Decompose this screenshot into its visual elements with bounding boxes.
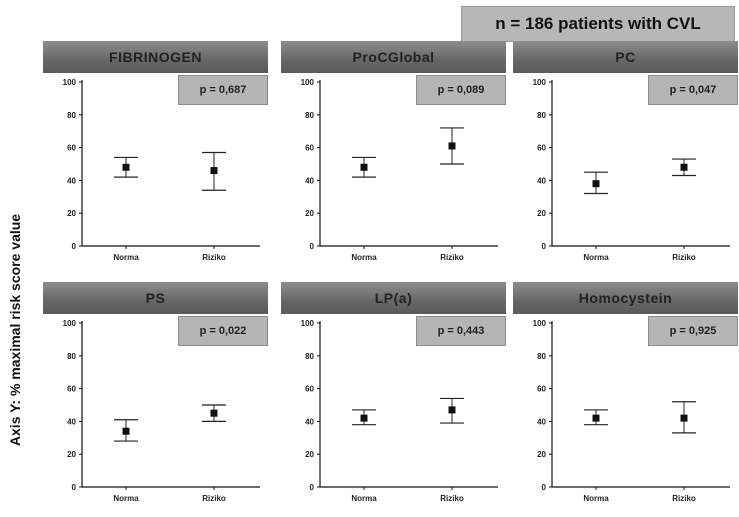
y-axis-title-text: Axis Y: % maximal risk score value xyxy=(7,213,23,447)
y-tick-label: 60 xyxy=(305,144,314,153)
y-tick-label: 100 xyxy=(533,78,547,87)
y-tick-label: 100 xyxy=(301,78,315,87)
y-tick-label: 80 xyxy=(305,111,314,120)
panel-plot: 0 20 40 60 80 100 Norma Riziko xyxy=(533,78,730,262)
mean-point xyxy=(680,163,688,171)
panel-title: Homocystein xyxy=(513,282,738,314)
y-tick-label: 0 xyxy=(310,483,315,492)
x-category-label: Riziko xyxy=(672,253,696,262)
mean-point xyxy=(210,167,218,175)
x-category-label: Riziko xyxy=(440,494,464,503)
y-tick-label: 20 xyxy=(305,450,314,459)
y-tick-label: 40 xyxy=(305,417,314,426)
panel-plot: 0 20 40 60 80 100 Norma Riziko xyxy=(301,78,498,262)
y-tick-label: 20 xyxy=(537,450,546,459)
x-category-label: Riziko xyxy=(202,494,226,503)
y-tick-label: 40 xyxy=(537,176,546,185)
y-tick-label: 80 xyxy=(67,111,76,120)
mean-point xyxy=(680,414,688,422)
y-tick-label: 100 xyxy=(63,319,77,328)
mean-point xyxy=(122,163,130,171)
p-value-label: p = 0,687 xyxy=(178,75,268,105)
x-category-label: Norma xyxy=(583,253,609,262)
chart-panel: ProCGlobal p = 0,089 0 20 40 60 80 100 Norma Ri… xyxy=(276,41,506,276)
panel-plot: 0 20 40 60 80 100 Norma Riziko xyxy=(63,319,260,503)
y-tick-label: 40 xyxy=(67,176,76,185)
mean-point xyxy=(592,414,600,422)
x-category-label: Norma xyxy=(351,494,377,503)
y-tick-label: 100 xyxy=(533,319,547,328)
p-value-label: p = 0,089 xyxy=(416,75,506,105)
panel-plot: 0 20 40 60 80 100 Norma Riziko xyxy=(533,319,730,503)
y-tick-label: 80 xyxy=(537,352,546,361)
mean-point xyxy=(448,406,456,414)
chart-panel: LP(a) p = 0,443 0 20 40 60 80 100 Norma Riziko xyxy=(276,282,506,517)
y-tick-label: 60 xyxy=(67,144,76,153)
mean-point xyxy=(592,180,600,188)
mean-point xyxy=(210,409,218,417)
y-tick-label: 20 xyxy=(537,209,546,218)
mean-point xyxy=(360,414,368,422)
chart-panel: PS p = 0,022 0 20 40 60 80 100 Norma Riziko xyxy=(38,282,268,517)
y-tick-label: 0 xyxy=(542,483,547,492)
y-axis-title: Axis Y: % maximal risk score value xyxy=(0,0,30,510)
panel-title: PS xyxy=(43,282,268,314)
y-tick-label: 60 xyxy=(537,144,546,153)
p-value-label: p = 0,047 xyxy=(648,75,738,105)
y-tick-label: 40 xyxy=(67,417,76,426)
y-tick-label: 60 xyxy=(305,385,314,394)
y-tick-label: 0 xyxy=(542,242,547,251)
x-category-label: Norma xyxy=(113,494,139,503)
y-tick-label: 0 xyxy=(310,242,315,251)
y-tick-label: 100 xyxy=(63,78,77,87)
y-tick-label: 60 xyxy=(537,385,546,394)
p-value-label: p = 0,443 xyxy=(416,316,506,346)
p-value-label: p = 0,925 xyxy=(648,316,738,346)
chart-panel: FIBRINOGEN p = 0,687 0 20 40 60 80 100 Norma Ri… xyxy=(38,41,268,276)
y-tick-label: 20 xyxy=(67,450,76,459)
panel-title: ProCGlobal xyxy=(281,41,506,73)
y-tick-label: 20 xyxy=(305,209,314,218)
y-tick-label: 80 xyxy=(67,352,76,361)
x-category-label: Riziko xyxy=(672,494,696,503)
x-category-label: Norma xyxy=(351,253,377,262)
p-value-label: p = 0,022 xyxy=(178,316,268,346)
y-tick-label: 60 xyxy=(67,385,76,394)
panel-title: FIBRINOGEN xyxy=(43,41,268,73)
y-tick-label: 40 xyxy=(537,417,546,426)
panel-plot: 0 20 40 60 80 100 Norma Riziko xyxy=(63,78,260,262)
y-tick-label: 0 xyxy=(72,483,77,492)
x-category-label: Norma xyxy=(113,253,139,262)
y-tick-label: 100 xyxy=(301,319,315,328)
x-category-label: Norma xyxy=(583,494,609,503)
y-tick-label: 80 xyxy=(305,352,314,361)
y-tick-label: 20 xyxy=(67,209,76,218)
chart-panel: PC p = 0,047 0 20 40 60 80 100 Norma Riziko xyxy=(508,41,738,276)
x-category-label: Riziko xyxy=(202,253,226,262)
chart-panel: Homocystein p = 0,925 0 20 40 60 80 100 Norma R… xyxy=(508,282,738,517)
y-tick-label: 40 xyxy=(305,176,314,185)
mean-point xyxy=(360,163,368,171)
y-tick-label: 0 xyxy=(72,242,77,251)
panel-plot: 0 20 40 60 80 100 Norma Riziko xyxy=(301,319,498,503)
panel-title: PC xyxy=(513,41,738,73)
x-category-label: Riziko xyxy=(440,253,464,262)
panel-title: LP(a) xyxy=(281,282,506,314)
mean-point xyxy=(448,142,456,150)
mean-point xyxy=(122,427,130,435)
sample-size-label: n = 186 patients with CVL xyxy=(461,6,735,42)
y-tick-label: 80 xyxy=(537,111,546,120)
